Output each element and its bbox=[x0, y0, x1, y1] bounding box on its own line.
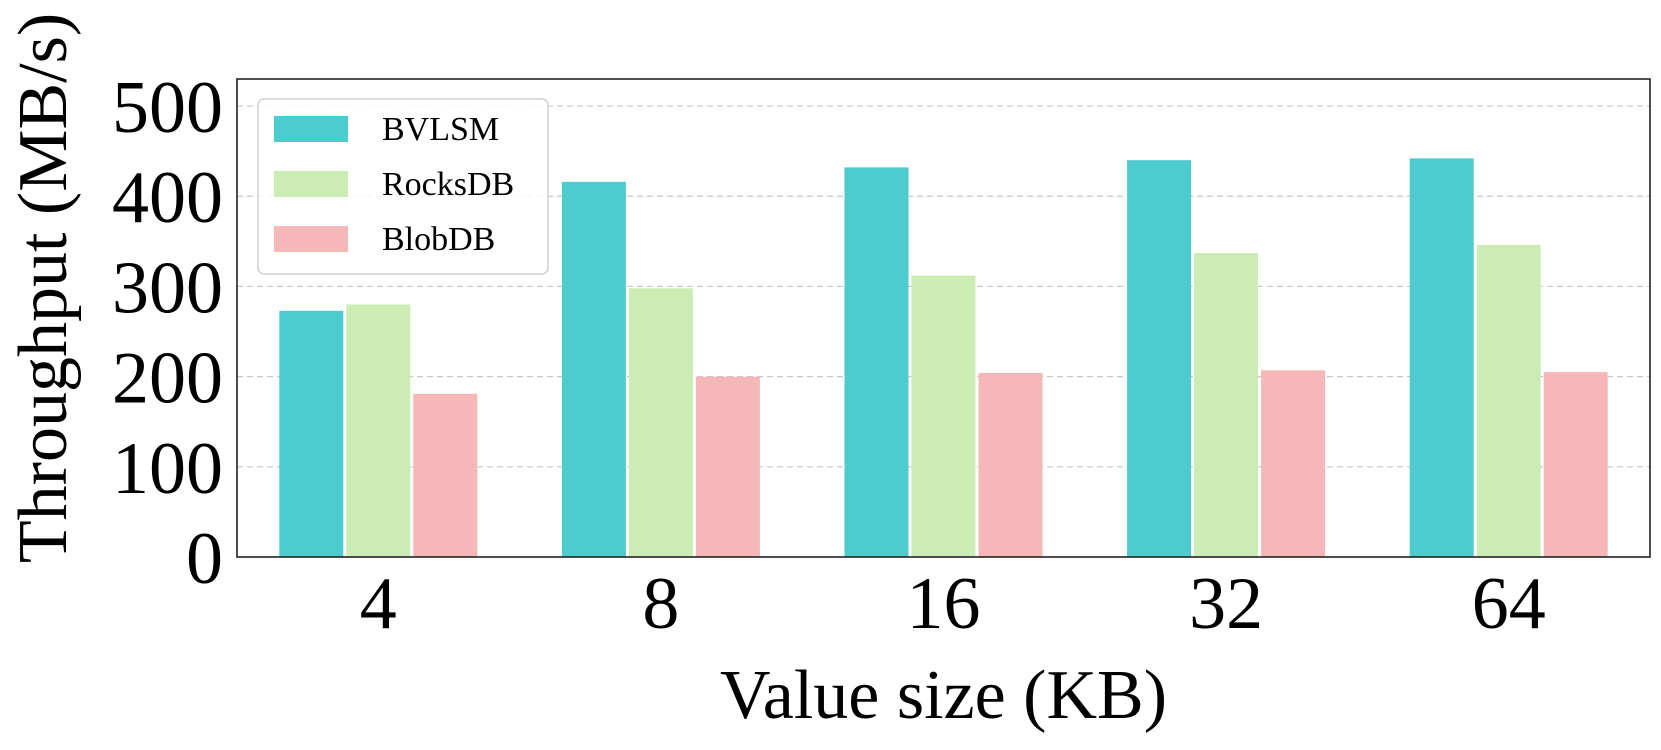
bar-rocksdb-64 bbox=[1476, 244, 1541, 557]
y-tick-label: 100 bbox=[112, 428, 223, 510]
y-tick-label: 400 bbox=[112, 157, 223, 239]
x-tick-label: 8 bbox=[642, 563, 679, 645]
bar-blobdb-8 bbox=[695, 376, 760, 557]
legend-swatch-blobdb bbox=[274, 226, 348, 252]
legend-label-blobdb: BlobDB bbox=[382, 221, 495, 258]
x-tick-label: 64 bbox=[1472, 563, 1546, 645]
bar-bvlsm-16 bbox=[844, 167, 909, 558]
y-tick-label: 0 bbox=[186, 518, 223, 600]
y-tick-label: 200 bbox=[112, 338, 223, 420]
bar-blobdb-32 bbox=[1261, 370, 1326, 557]
legend-label-rocksdb: RocksDB bbox=[382, 166, 514, 203]
legend-swatch-bvlsm bbox=[274, 116, 348, 142]
bar-blobdb-64 bbox=[1543, 372, 1608, 557]
y-tick-label: 300 bbox=[112, 247, 223, 329]
bar-bvlsm-32 bbox=[1127, 160, 1192, 558]
legend-label-bvlsm: BVLSM bbox=[382, 111, 499, 148]
bar-rocksdb-8 bbox=[628, 288, 693, 557]
bar-rocksdb-4 bbox=[346, 304, 411, 557]
bar-bvlsm-4 bbox=[279, 310, 344, 557]
y-axis-label: Throughput (MB/s) bbox=[5, 13, 82, 563]
y-tick-label: 500 bbox=[112, 67, 223, 149]
bar-rocksdb-32 bbox=[1194, 253, 1259, 557]
bar-bvlsm-64 bbox=[1409, 158, 1474, 558]
bar-bvlsm-8 bbox=[561, 181, 626, 557]
legend: BVLSM RocksDB BlobDB bbox=[257, 98, 549, 275]
legend-swatch-rocksdb bbox=[274, 171, 348, 197]
bar-blobdb-16 bbox=[978, 373, 1043, 557]
x-axis-label: Value size (KB) bbox=[720, 657, 1167, 734]
bar-rocksdb-16 bbox=[911, 275, 976, 557]
bars bbox=[279, 158, 1608, 558]
x-tick-label: 4 bbox=[360, 563, 397, 645]
x-axis-ticks: 4 8 16 32 64 bbox=[360, 563, 1546, 645]
plot-area-frame bbox=[236, 78, 1651, 558]
x-tick-label: 32 bbox=[1189, 563, 1263, 645]
bar-blobdb-4 bbox=[413, 393, 478, 557]
x-tick-label: 16 bbox=[907, 563, 981, 645]
